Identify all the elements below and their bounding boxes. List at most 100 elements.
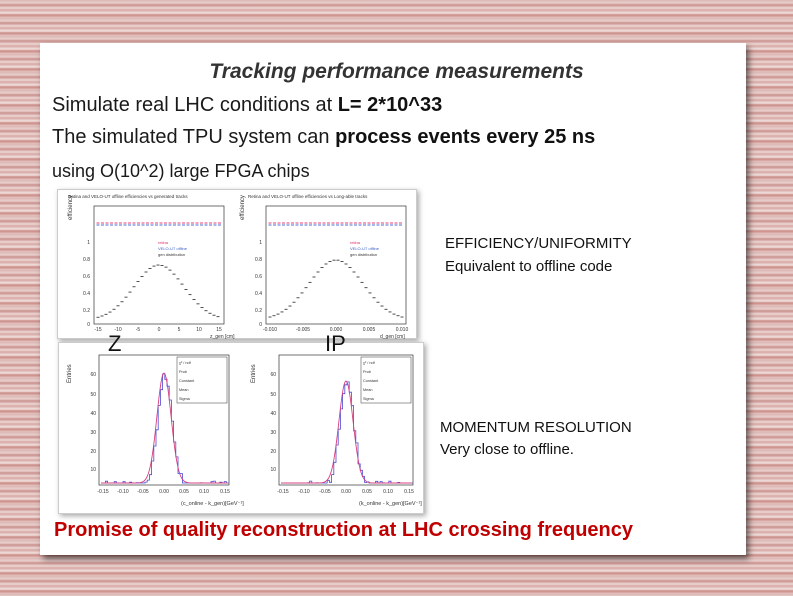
legend-gen: gen distribution — [158, 252, 185, 257]
right-stat-key: Prob — [363, 370, 371, 374]
right-hist-xtick: 0.15 — [404, 489, 414, 495]
left-stat-key: Sigma — [179, 397, 191, 401]
left-efficiency-points — [96, 222, 221, 226]
left-xtick: 0 — [158, 327, 161, 333]
left-ytick: 0.4 — [83, 291, 90, 297]
left-hist-ytick: 60 — [90, 372, 96, 378]
left-hist-frame — [98, 354, 230, 486]
left-histogram-fit — [101, 372, 227, 484]
right-hist-xtick: -0.10 — [298, 489, 310, 495]
right-xtick: -0.010 — [263, 327, 277, 333]
right-ytick: 0.8 — [255, 257, 262, 263]
left-hist-xticks: -0.15 -0.10 -0.05 0.00 0.05 0.10 0.15 — [97, 489, 230, 495]
ip-label: IP — [325, 331, 346, 356]
left-xtick: 5 — [178, 327, 181, 333]
left-stats-frame — [176, 356, 228, 404]
left-histogram — [101, 372, 229, 484]
left-hist-ytick: 30 — [90, 430, 96, 436]
right-efficiency-points — [268, 222, 402, 226]
left-hist-xtick: 0.05 — [179, 489, 189, 495]
momentum-histograms: Entries 60 50 40 30 20 10 -0.15 -0.10 -0… — [67, 354, 422, 507]
right-xtick: 0.000 — [330, 327, 343, 333]
page-title: Tracking performance measurements — [209, 60, 584, 83]
tpu-text: The simulated TPU system can — [52, 126, 336, 148]
conditions-line: Simulate real LHC conditions at L= 2*10^… — [52, 94, 442, 117]
tpu-line: The simulated TPU system can process eve… — [52, 126, 595, 149]
right-stat-key: Constant — [363, 379, 379, 383]
left-yticks: 1 0.8 0.6 0.4 0.2 0 — [83, 240, 90, 328]
right-gen-distribution — [268, 259, 404, 318]
legend-gen: gen distribution — [350, 252, 377, 257]
efficiency-note: Equivalent to offline code — [445, 258, 613, 275]
left-xtick: 15 — [216, 327, 222, 333]
left-stat-key: χ² / ndf — [179, 361, 192, 365]
right-stats-frame — [360, 356, 412, 404]
right-histogram-fit — [281, 380, 411, 484]
left-hist-ytick: 10 — [90, 467, 96, 473]
left-ytick: 0.2 — [83, 308, 90, 314]
right-stats-box: χ² / ndf Prob Constant Mean Sigma — [360, 356, 412, 404]
efficiency-figure: Retina and VELO-UT offline efficiencies … — [57, 189, 417, 340]
left-hist-yticks: 60 50 40 30 20 10 — [90, 372, 96, 473]
right-ytick: 1 — [259, 240, 262, 246]
conditions-text: Simulate real LHC conditions at — [52, 94, 338, 116]
right-entries-label: Entries — [251, 364, 257, 383]
fpga-line: using O(10^2) large FPGA chips — [52, 161, 310, 181]
right-hist-ytick: 50 — [270, 392, 276, 398]
right-stat-key: Mean — [363, 388, 373, 392]
left-hist-xtick: 0.10 — [199, 489, 209, 495]
right-stat-key: χ² / ndf — [363, 361, 376, 365]
right-hist-yticks: 60 50 40 30 20 10 — [270, 372, 276, 473]
legend-retina: retina — [158, 240, 169, 245]
left-efficiency-title: Retina and VELO-UT offline efficiencies … — [68, 194, 188, 199]
left-stat-key: Constant — [179, 379, 195, 383]
left-plot-frame — [93, 205, 225, 325]
right-hist-ytick: 40 — [270, 411, 276, 417]
left-xtick: -5 — [136, 327, 141, 333]
right-legend: retina VELO-UT offline gen distribution — [350, 240, 380, 257]
left-hist-ytick: 40 — [90, 411, 96, 417]
luminosity-value: L= 2*10^33 — [337, 94, 443, 116]
left-ylabel: efficiency — [68, 195, 74, 220]
left-gen-distribution — [96, 264, 220, 318]
right-ytick: 0.6 — [255, 274, 262, 280]
right-yticks: 1 0.8 0.6 0.4 0.2 0 — [255, 240, 262, 328]
right-ytick: 0 — [259, 322, 262, 328]
momentum-note: Very close to offline. — [440, 441, 574, 458]
right-ylabel: efficiency — [240, 195, 246, 220]
right-xtick: 0.010 — [396, 327, 409, 333]
left-hist-xtick: 0.15 — [220, 489, 230, 495]
right-hist-xtick: -0.15 — [277, 489, 289, 495]
right-ytick: 0.4 — [255, 291, 262, 297]
right-xticks: -0.010 -0.005 0.000 0.005 0.010 — [263, 327, 409, 333]
legend-offline: VELO-UT offline — [158, 246, 188, 251]
left-entries-label: Entries — [67, 364, 73, 383]
left-hist-xtick: -0.10 — [117, 489, 129, 495]
left-hist-xlabel: (c_online - k_gen)[GeV⁻¹] — [181, 501, 244, 507]
right-xlabel: d_gen [cm] — [380, 334, 405, 340]
left-ytick: 0.8 — [83, 257, 90, 263]
left-hist-ytick: 20 — [90, 449, 96, 455]
right-hist-xlabel: (k_online - k_gen)[GeV⁻¹] — [359, 501, 422, 507]
conclusion: Promise of quality reconstruction at LHC… — [54, 519, 634, 541]
left-legend: retina VELO-UT offline gen distribution — [158, 240, 188, 257]
left-stat-key: Prob — [179, 370, 187, 374]
right-hist-ytick: 10 — [270, 467, 276, 473]
right-hist-ytick: 60 — [270, 372, 276, 378]
right-hist-ytick: 30 — [270, 430, 276, 436]
right-hist-frame — [278, 354, 414, 486]
left-hist-xtick: -0.15 — [97, 489, 109, 495]
right-histogram — [281, 380, 413, 484]
left-hist-xtick: 0.00 — [159, 489, 169, 495]
momentum-annotation: MOMENTUM RESOLUTION — [440, 419, 632, 436]
left-hist-ytick: 50 — [90, 392, 96, 398]
right-efficiency-title: Retina and VELO-UT offline efficiencies … — [248, 194, 368, 199]
right-xtick: -0.005 — [296, 327, 310, 333]
right-plot-frame — [265, 205, 407, 325]
left-xtick: -10 — [114, 327, 121, 333]
right-hist-xtick: 0.00 — [341, 489, 351, 495]
efficiency-annotation: EFFICIENCY/UNIFORMITY — [445, 235, 632, 252]
left-ytick: 1 — [87, 240, 90, 246]
left-xtick: 10 — [196, 327, 202, 333]
momentum-figure: Entries 60 50 40 30 20 10 -0.15 -0.10 -0… — [58, 342, 424, 514]
